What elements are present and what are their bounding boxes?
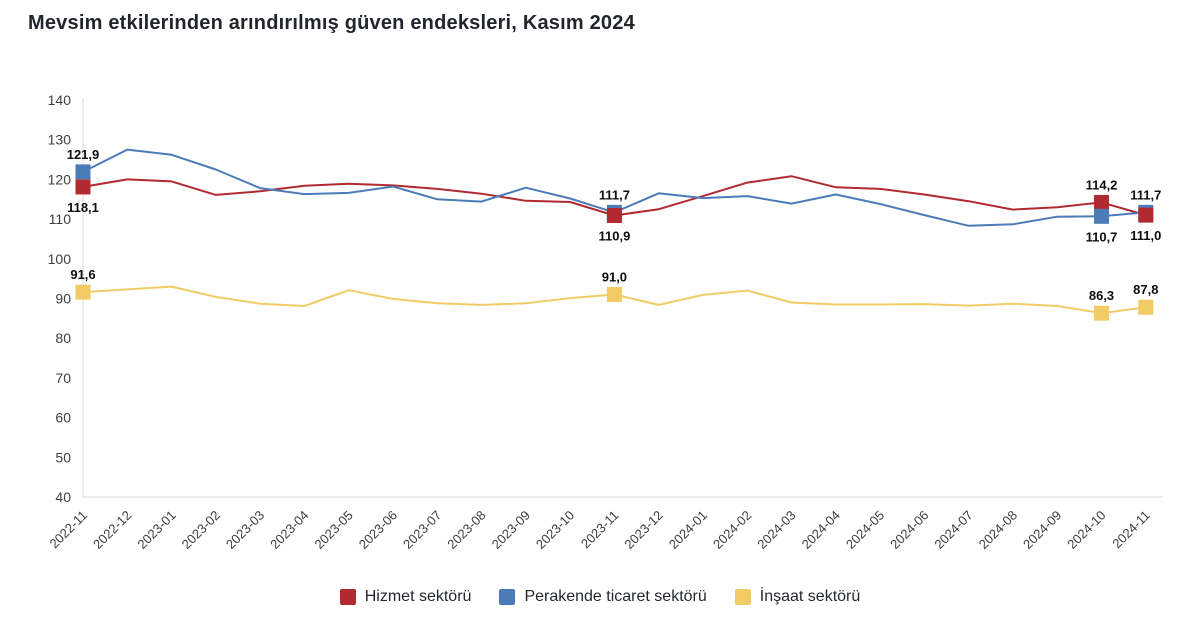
data-point-marker: [75, 179, 91, 195]
data-point-label: 114,2: [1086, 177, 1118, 192]
y-axis-tick-label: 70: [55, 370, 71, 386]
data-point-label: 121,9: [67, 147, 100, 162]
x-axis-tick-label: 2024-04: [799, 508, 843, 552]
legend-item-1[interactable]: Perakende ticaret sektörü: [499, 588, 707, 606]
x-axis-tick-label: 2024-10: [1064, 508, 1108, 552]
y-axis-tick-label: 60: [55, 410, 71, 426]
x-axis-tick-label: 2023-06: [356, 508, 400, 552]
data-point-label: 86,3: [1089, 288, 1114, 303]
y-axis-tick-label: 140: [48, 92, 72, 108]
y-axis-tick-label: 120: [48, 171, 72, 187]
data-point-marker: [606, 287, 622, 303]
x-axis-tick-label: 2023-09: [489, 508, 533, 552]
y-axis-tick-label: 40: [55, 489, 71, 505]
x-axis-tick-label: 2024-06: [887, 508, 931, 552]
data-point-marker: [1138, 207, 1154, 223]
data-point-label: 110,9: [598, 229, 630, 244]
x-axis-tick-label: 2024-03: [754, 508, 798, 552]
data-point-label: 118,1: [67, 200, 99, 215]
y-axis-tick-label: 130: [48, 132, 72, 148]
data-point-marker: [1094, 305, 1110, 321]
data-point-marker: [1094, 194, 1110, 210]
legend-swatch-icon: [339, 589, 356, 605]
legend-swatch-icon: [499, 589, 516, 605]
x-axis-tick-label: 2023-04: [267, 508, 311, 552]
y-axis-tick-label: 50: [55, 449, 71, 465]
x-axis-tick-label: 2022-11: [46, 508, 90, 552]
y-axis-tick-label: 100: [48, 251, 72, 267]
x-axis-tick-label: 2024-11: [1109, 508, 1153, 552]
x-axis-tick-label: 2024-05: [843, 508, 887, 552]
data-point-label: 91,6: [70, 267, 95, 282]
data-point-label: 87,8: [1133, 282, 1158, 297]
x-axis-tick-label: 2023-12: [621, 508, 665, 552]
x-axis-tick-label: 2024-09: [1020, 508, 1064, 552]
data-point-label: 110,7: [1086, 229, 1118, 244]
x-axis-tick-label: 2024-08: [976, 508, 1020, 552]
data-point-label: 91,0: [602, 270, 627, 285]
x-axis-tick-label: 2023-11: [578, 508, 622, 552]
x-axis-tick-label: 2023-03: [223, 508, 267, 552]
legend-label: Perakende ticaret sektörü: [524, 588, 707, 605]
x-axis-tick-label: 2023-01: [134, 508, 178, 552]
line-chart: 140 130 120 110 100 90 80 70 60 50 40 2022-11 2022-1…: [46, 92, 1163, 552]
x-axis-tick-label: 2023-02: [179, 508, 223, 552]
y-axis-tick-label: 80: [55, 330, 71, 346]
legend-label: İnşaat sektörü: [759, 588, 861, 605]
x-axis-tick-label: 2023-05: [311, 508, 355, 552]
data-point-marker: [606, 208, 622, 224]
data-point-marker: [75, 284, 91, 300]
legend-item-0[interactable]: Hizmet sektörü: [339, 588, 472, 606]
data-point-label: 111,7: [1130, 187, 1161, 202]
legend-label: Hizmet sektörü: [364, 588, 472, 605]
chart-title: Mevsim etkilerinden arındırılmış güven e…: [28, 12, 635, 34]
legend-swatch-icon: [734, 589, 751, 605]
x-axis-tick-label: 2024-02: [710, 508, 754, 552]
x-axis-tick-label: 2024-07: [931, 508, 975, 552]
x-axis-tick-label: 2023-10: [533, 508, 577, 552]
data-point-marker: [1138, 299, 1154, 315]
y-axis-tick-label: 90: [55, 291, 71, 307]
x-axis-tick-label: 2024-01: [666, 508, 710, 552]
legend: Hizmet sektörü Perakende ticaret sektörü İ…: [0, 588, 1200, 606]
data-point-label: 111,0: [1130, 228, 1161, 243]
data-point-marker: [75, 164, 91, 180]
y-axis-tick-label: 110: [49, 211, 72, 227]
data-point-marker: [1094, 208, 1110, 224]
x-axis-tick-label: 2022-12: [90, 508, 134, 552]
data-point-label: 111,7: [599, 187, 630, 202]
x-axis-tick-label: 2023-08: [444, 508, 488, 552]
x-axis-tick-label: 2023-07: [400, 508, 444, 552]
legend-item-2[interactable]: İnşaat sektörü: [734, 588, 861, 606]
